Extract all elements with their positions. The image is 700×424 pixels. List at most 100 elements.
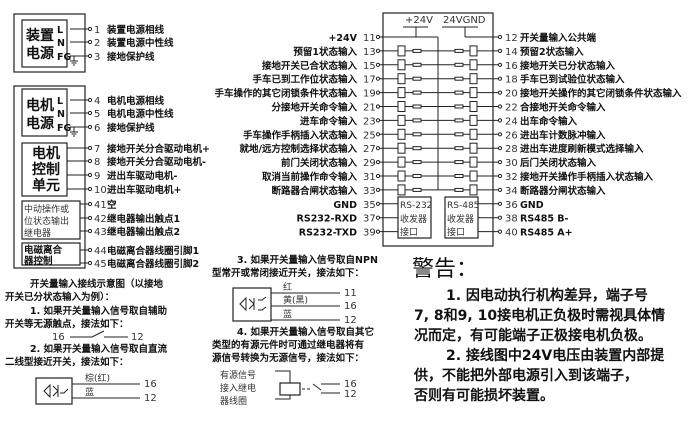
input-label: 手车操作的其它闭锁条件状态输入 xyxy=(214,88,357,100)
terminal-icon xyxy=(375,62,381,67)
terminal-icon xyxy=(497,90,503,95)
terminal-label: 继电器输出触点1 xyxy=(107,213,180,225)
terminal-number: 4 xyxy=(94,96,100,107)
optocoupler-icon xyxy=(469,45,478,57)
wire-color: 红 xyxy=(283,281,292,293)
terminal-number: 8 xyxy=(94,157,100,168)
resistor-icon xyxy=(454,104,464,109)
terminal-row: L 1 装置电源相线 xyxy=(57,24,165,36)
resistor-icon xyxy=(412,76,422,81)
io-row: RS232-TXD 39 40 RS485 A+ xyxy=(299,228,573,239)
input-label: 手车已到试验位状态输入 xyxy=(520,74,625,86)
terminal-icon xyxy=(87,186,93,192)
input-label: 手车操作手柄插入状态输入 xyxy=(243,129,358,141)
resistor-icon xyxy=(412,146,422,151)
terminal-icon xyxy=(375,173,381,179)
resistor-icon xyxy=(454,146,464,151)
wire-color: 蓝 xyxy=(283,308,292,320)
input-label: 断路器分闸状态输入 xyxy=(520,185,606,197)
optocoupler-icon xyxy=(397,156,406,168)
note-text: 1. 如果开关量输入信号取自辅助 xyxy=(30,305,168,317)
motor-power-title: 电机 xyxy=(26,97,54,114)
input-label: 前门关闭状态输入 xyxy=(281,157,358,169)
coil-label: 器线圈 xyxy=(220,395,247,407)
terminal-icon xyxy=(497,34,503,40)
warning-line: 况而定，有可能端子正极接电机负极。 xyxy=(414,327,652,344)
optocoupler-icon xyxy=(469,142,478,154)
coil-label: 接入继电 xyxy=(220,382,256,394)
terminal-icon xyxy=(87,26,93,32)
terminal-label: 接地保护线 xyxy=(107,51,155,63)
input-label: 预留2状态输入 xyxy=(520,46,584,58)
optocoupler-icon xyxy=(397,101,406,112)
optocoupler-icon xyxy=(397,128,406,140)
resistor-icon xyxy=(412,118,422,123)
terminal-icon xyxy=(87,172,93,178)
io-block: +24V 24VGND RS-232 收发器 接口 RS-485 收发器 接口 xyxy=(382,12,494,247)
warning-line: 供，不能把外部电源引入到该端子， xyxy=(413,367,638,384)
note-text: 4. 如果开关量输入信号取自其它 xyxy=(237,326,374,338)
terminal-icon xyxy=(497,62,503,67)
terminal-number: 26 xyxy=(505,130,518,141)
terminal-number: 34 xyxy=(505,186,518,197)
terminal-number: 42 xyxy=(94,214,107,225)
terminal-number: 37 xyxy=(363,214,376,225)
optocoupler-icon xyxy=(397,59,406,71)
terminal-row: 41 空 xyxy=(80,199,117,211)
terminal-number: 22 xyxy=(505,103,518,114)
terminal-row: L 4 电机电源相线 xyxy=(57,95,165,107)
clutch-title: 电磁离合 xyxy=(24,244,63,256)
resistor-icon xyxy=(454,187,464,192)
io-row: GND 35 36 GND xyxy=(333,200,543,211)
terminal-icon xyxy=(497,104,503,109)
input-label: 接地开关已分状态输入 xyxy=(520,60,616,72)
warning-line: 1. 因电动执行机构差异，端子号 xyxy=(446,287,648,304)
terminal-icon xyxy=(497,173,503,179)
resistor-icon xyxy=(454,160,464,165)
note-text: 开关已分状态输入为例）： xyxy=(5,291,114,303)
terminal-row: N 2 装置电源中性线 xyxy=(57,37,174,49)
terminal-number: 31 xyxy=(363,172,376,183)
terminal-icon xyxy=(497,215,503,220)
terminal-number: 16 xyxy=(344,301,357,312)
terminal-number: 6 xyxy=(94,123,100,134)
warning-line: 2. 接线图中24V电压由装置内部提 xyxy=(446,347,665,364)
note-text: 2. 如果开关量输入信号取自直流 xyxy=(30,343,168,355)
input-label: 进出车计数脉冲输入 xyxy=(520,129,606,141)
input-label: 断路器合闸状态输入 xyxy=(271,185,357,197)
terminal-icon xyxy=(375,146,381,151)
terminal-label: 进出车驱动电机- xyxy=(107,170,178,182)
optocoupler-icon xyxy=(397,73,406,85)
input-label: 接地开关操作手柄插入状态输入 xyxy=(520,171,654,183)
terminal-label: 接地开关分合驱动电机+ xyxy=(107,143,210,155)
terminal-icon xyxy=(87,97,93,103)
input-label: GND xyxy=(333,200,357,211)
optocoupler-icon xyxy=(469,128,478,140)
terminal-icon xyxy=(375,48,381,54)
pin-label: FG xyxy=(57,123,71,134)
input-label: 出车命令输入 xyxy=(520,115,578,127)
resistor-icon xyxy=(454,76,464,81)
terminal-number: 20 xyxy=(505,89,518,100)
terminal-icon xyxy=(375,104,381,109)
terminal-icon xyxy=(87,110,93,116)
wiring-notes: 开关量输入接线示意图（以接地 开关已分状态输入为例）： 1. 如果开关量输入信号… xyxy=(5,254,378,407)
device-power-block: 装置 电源 xyxy=(13,13,86,73)
terminal-label: 电机电源中性线 xyxy=(107,108,174,120)
wire-color: 黄(黑) xyxy=(283,294,308,306)
terminal-icon xyxy=(87,53,93,59)
terminal-number: 19 xyxy=(363,89,376,100)
motor-control-title: 控制 xyxy=(32,161,60,178)
terminal-label: 继电器输出触点2 xyxy=(107,226,180,238)
io-row: 进车命令输入 23 24 出车命令输入 xyxy=(300,114,578,127)
terminal-number: 16 xyxy=(144,379,157,390)
motor-control-title: 电机 xyxy=(32,145,60,162)
relay-title: 继电器 xyxy=(24,227,51,239)
motor-power-block: 电机 电源 电机 控制 单元 中动操作或 位状态输出 继电器 电磁离合 器控制 xyxy=(13,85,86,269)
terminal-number: 16 xyxy=(52,332,65,343)
relay-title: 位状态输出 xyxy=(24,215,69,227)
motor-power-title: 电源 xyxy=(26,115,54,132)
terminal-number: 11 xyxy=(344,288,357,299)
terminal-row: 42 继电器输出触点1 xyxy=(80,213,180,225)
